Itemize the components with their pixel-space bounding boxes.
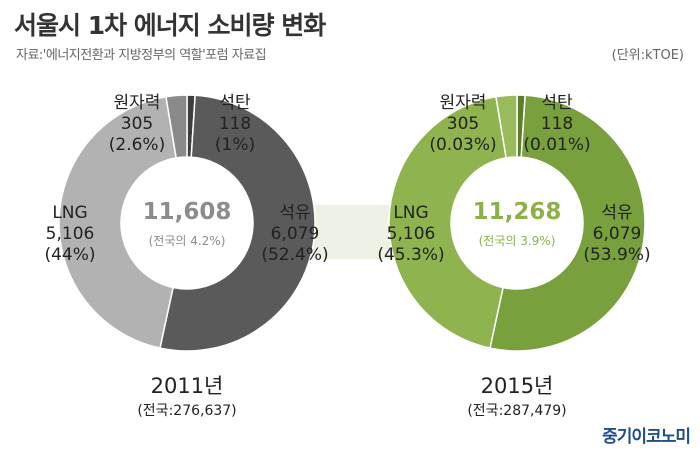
donut-slice-oil bbox=[489, 94, 646, 352]
slice-percent: (53.9%) bbox=[583, 245, 651, 265]
unit-note: (단위:kTOE) bbox=[611, 48, 684, 63]
donut-hole bbox=[451, 157, 583, 289]
slice-label-lng-2011: LNG 5,106 (44%) bbox=[30, 203, 110, 266]
slice-value: 305 bbox=[446, 114, 480, 134]
slice-label-coal-2015: 석탄 118 (0.01%) bbox=[512, 93, 602, 156]
slice-percent: (0.01%) bbox=[523, 135, 591, 155]
slice-percent: (2.6%) bbox=[108, 135, 166, 155]
slice-name: LNG bbox=[393, 203, 429, 223]
slice-label-nuclear-2011: 원자력 305 (2.6%) bbox=[92, 93, 182, 156]
center-total-2011: 11,608 bbox=[142, 199, 232, 225]
slice-value: 5,106 bbox=[45, 224, 95, 244]
center-note-2015: (전국의 3.9%) bbox=[478, 234, 556, 248]
slice-label-coal-2011: 석탄 118 (1%) bbox=[195, 93, 275, 156]
page-title: 서울시 1차 에너지 소비량 변화 bbox=[14, 11, 326, 40]
slice-label-oil-2015: 석유 6,079 (53.9%) bbox=[572, 203, 662, 266]
slice-percent: (52.4%) bbox=[261, 245, 329, 265]
slice-percent: (1%) bbox=[214, 135, 256, 155]
slice-value: 118 bbox=[218, 114, 252, 134]
slice-value: 6,079 bbox=[270, 224, 320, 244]
slice-percent: (45.3%) bbox=[377, 245, 445, 265]
slice-name: 석탄 bbox=[541, 93, 573, 113]
year-label-2015: 2015년 bbox=[480, 374, 554, 398]
slice-name: LNG bbox=[52, 203, 88, 223]
slice-name: 석유 bbox=[601, 203, 633, 223]
donut-hole bbox=[121, 157, 253, 289]
brand-logo: 중기이코노미 bbox=[602, 427, 691, 447]
slice-value: 305 bbox=[120, 114, 154, 134]
slice-name: 석유 bbox=[279, 203, 311, 223]
slice-name: 원자력 bbox=[113, 93, 161, 113]
donut-slice-oil bbox=[159, 94, 316, 352]
year-label-2011: 2011년 bbox=[150, 374, 224, 398]
source-note: 자료:'에너지전환과 지방정부의 역할'포럼 자료집 bbox=[16, 48, 267, 63]
slice-name: 원자력 bbox=[439, 93, 487, 113]
slice-label-lng-2015: LNG 5,106 (45.3%) bbox=[366, 203, 456, 266]
national-total-2015: (전국:287,479) bbox=[467, 403, 567, 419]
center-note-2011: (전국의 4.2%) bbox=[148, 234, 226, 248]
slice-label-nuclear-2015: 원자력 305 (0.03%) bbox=[418, 93, 508, 156]
slice-label-oil-2011: 석유 6,079 (52.4%) bbox=[250, 203, 340, 266]
slice-value: 6,079 bbox=[592, 224, 642, 244]
slice-value: 118 bbox=[540, 114, 574, 134]
center-total-2015: 11,268 bbox=[472, 199, 562, 225]
slice-value: 5,106 bbox=[386, 224, 436, 244]
slice-name: 석탄 bbox=[219, 93, 251, 113]
national-total-2011: (전국:276,637) bbox=[137, 403, 237, 419]
slice-percent: (44%) bbox=[44, 245, 96, 265]
slice-percent: (0.03%) bbox=[429, 135, 497, 155]
